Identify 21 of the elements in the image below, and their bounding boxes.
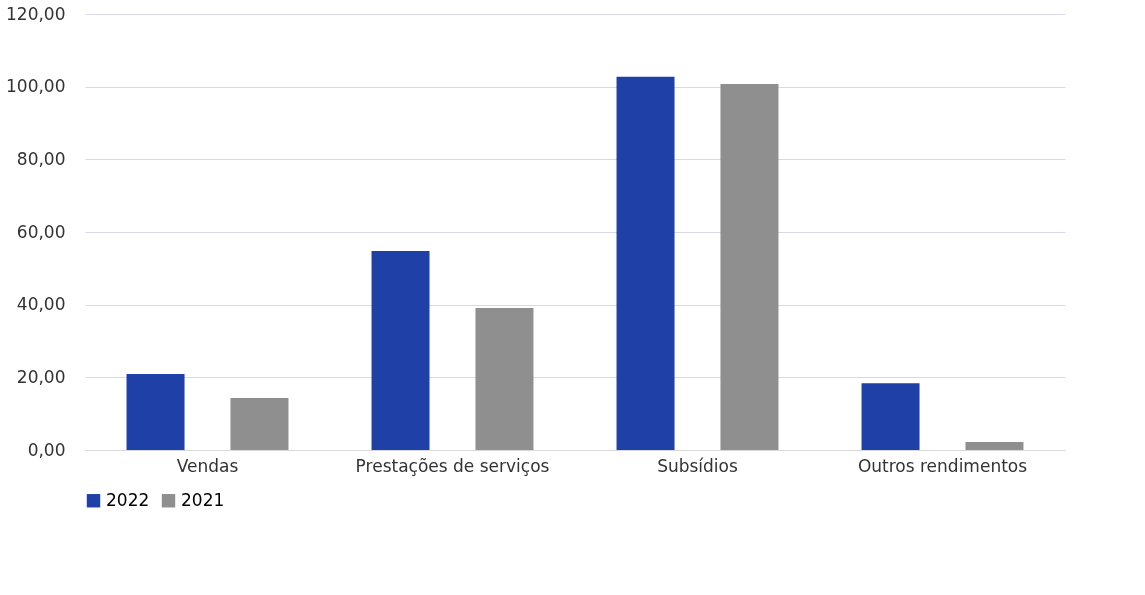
y-tick-label: 40,00: [16, 294, 66, 315]
x-tick-label: Vendas: [176, 455, 239, 476]
legend-label: 2021: [181, 489, 225, 510]
y-tick-label: 100,00: [6, 76, 66, 97]
bar: [371, 250, 430, 450]
bar: [720, 84, 779, 450]
y-tick-label: 20,00: [16, 366, 66, 387]
y-tick-label: 0,00: [27, 439, 66, 460]
y-tick-label: 80,00: [16, 148, 66, 169]
bar: [475, 307, 534, 450]
bar: [861, 383, 920, 450]
y-tick-label: 120,00: [6, 3, 66, 24]
legend-label: 2022: [106, 489, 150, 510]
bar: [616, 76, 675, 450]
bar: [965, 442, 1024, 450]
bar: [230, 398, 289, 450]
bar: [126, 374, 185, 450]
x-tick-label: Outros rendimentos: [857, 455, 1028, 476]
x-tick-label: Subsídios: [657, 455, 738, 476]
y-tick-label: 60,00: [16, 221, 66, 242]
x-tick-label: Prestações de serviços: [355, 455, 550, 476]
